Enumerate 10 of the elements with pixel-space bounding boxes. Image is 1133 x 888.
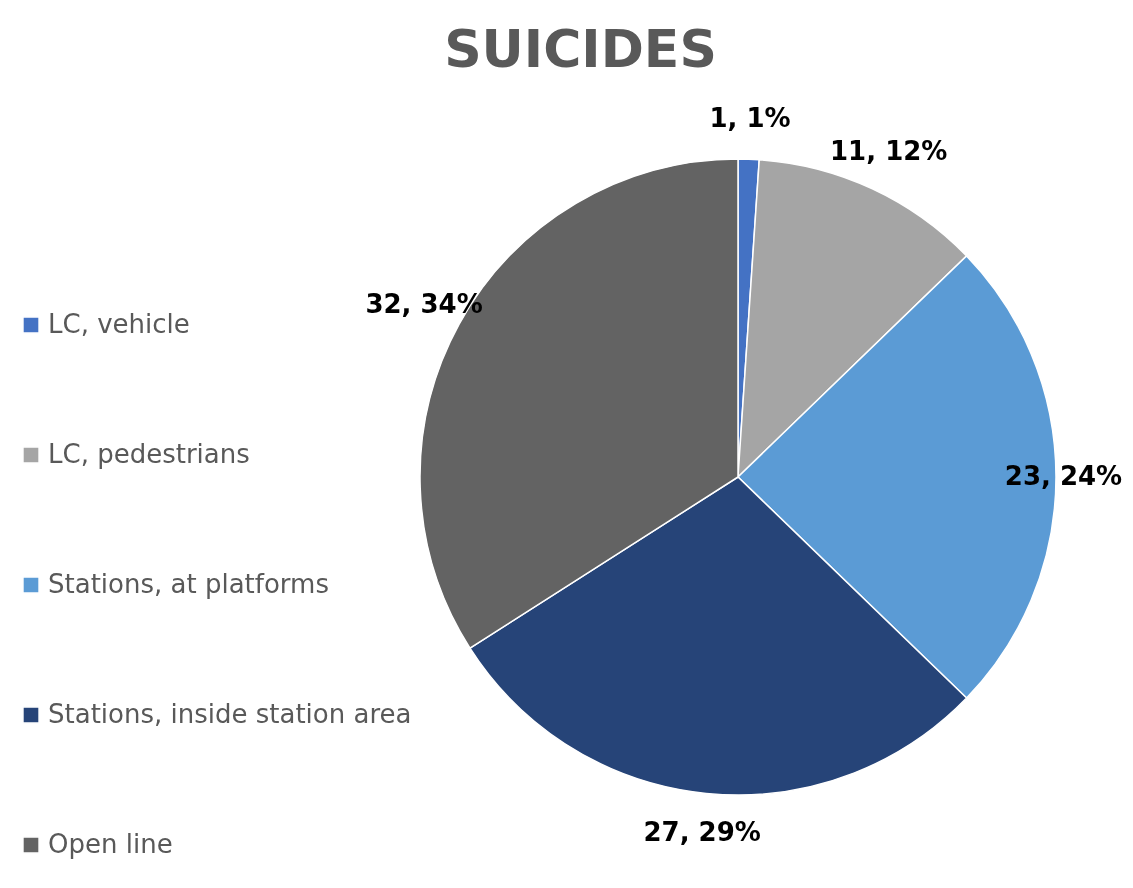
data-label: 23, 24%: [1004, 461, 1123, 491]
legend-label: LC, pedestrians: [48, 439, 250, 469]
data-label: 1, 1%: [709, 103, 791, 134]
data-label: 11, 12%: [830, 136, 948, 167]
chart-title: SUICIDES: [444, 19, 717, 79]
legend-label: LC, vehicle: [48, 309, 190, 339]
data-label: 27, 29%: [643, 817, 761, 848]
legend-label: Stations, at platforms: [48, 569, 329, 599]
legend-label: Stations, inside station area: [48, 699, 412, 729]
legend-label: Open line: [48, 829, 173, 859]
